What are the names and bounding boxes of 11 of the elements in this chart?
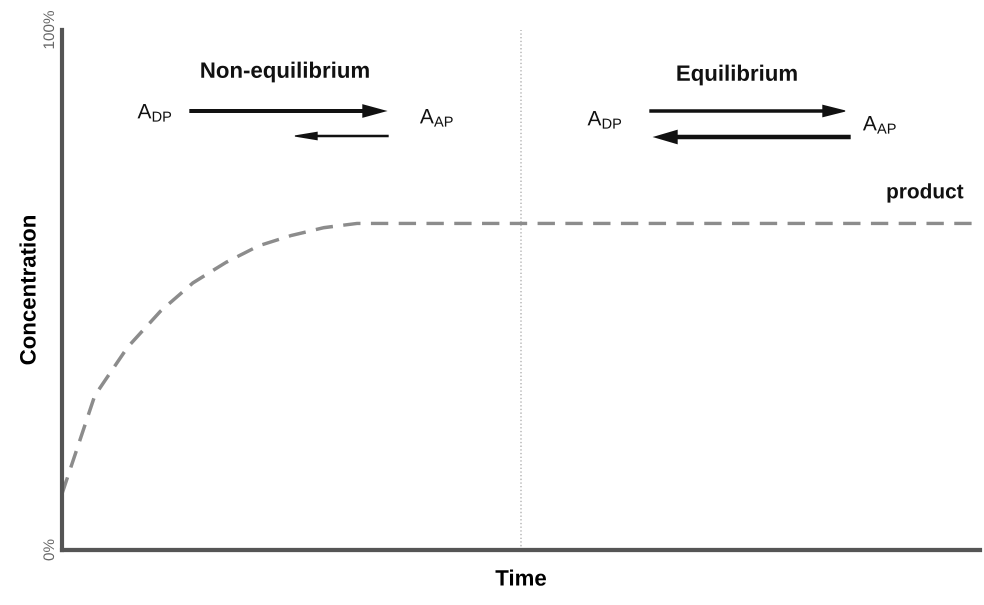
annotation: A$_{DP}$ <box>588 111 622 129</box>
series-label: product <box>887 183 964 203</box>
annotation: Equilibrium <box>677 64 797 86</box>
y-axis-title: Concentration <box>19 216 36 364</box>
x-axis-title: Time <box>496 569 546 586</box>
y-tick-label: 0% <box>43 540 54 560</box>
y-tick-label: 100% <box>43 11 54 48</box>
annotation: A$_{DP}$ <box>138 104 172 122</box>
annotation: Non-equilibrium <box>201 62 369 82</box>
annotation: A$_{AP}$ <box>862 116 896 134</box>
annotation: A$_{AP}$ <box>420 109 453 127</box>
